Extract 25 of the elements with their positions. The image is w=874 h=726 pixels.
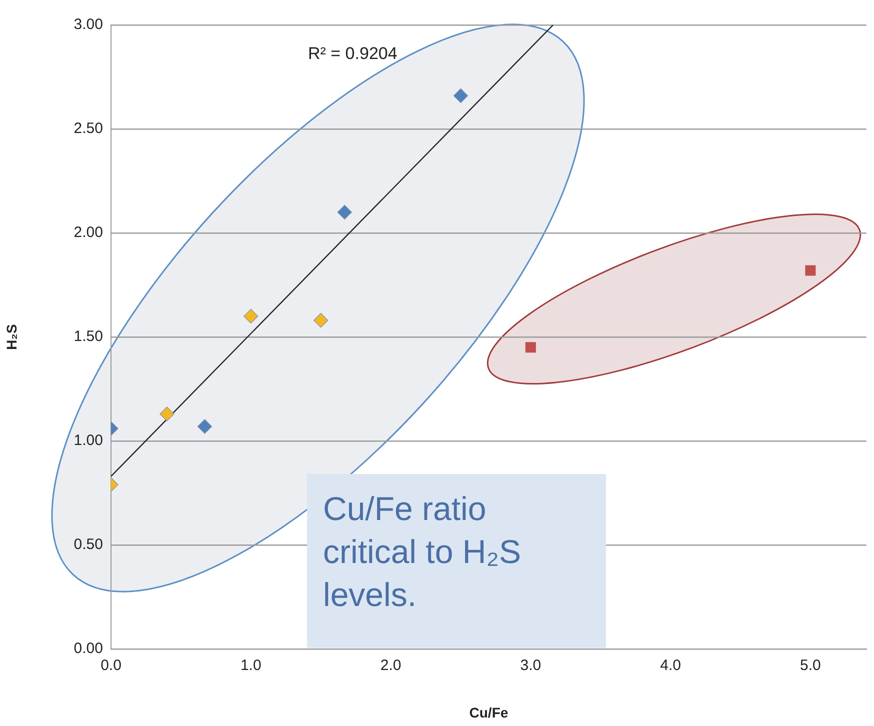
point [160,406,174,422]
x-tick-label: 4.0 [660,657,681,674]
y-tick-label: 0.00 [74,640,103,658]
y-tick-label: 1.00 [74,432,103,450]
x-tick-label: 3.0 [520,657,542,674]
x-tick-label: 0.0 [100,657,122,674]
annotation: R² = 0.9204 [308,44,398,64]
x-axis-title: Cu/Fe [469,704,508,720]
y-tick-label: 1.50 [74,328,103,346]
point [805,265,816,276]
x-tick-label: 5.0 [800,657,821,674]
point [337,204,352,220]
note-box: Cu/Fe ratio critical to H₂S levels. [307,474,606,648]
point [525,342,536,353]
y-tick-label: 2.00 [74,224,103,242]
point [453,88,468,104]
point [197,419,212,434]
y-tick-label: 3.00 [74,16,103,34]
x-tick-label: 1.0 [240,657,262,674]
y-tick-label: 0.50 [74,536,103,554]
y-axis-title: H₂S [3,324,20,350]
y-tick-label: 2.50 [74,120,103,138]
x-tick-label: 2.0 [380,657,402,674]
point [244,308,258,324]
point [314,313,328,328]
